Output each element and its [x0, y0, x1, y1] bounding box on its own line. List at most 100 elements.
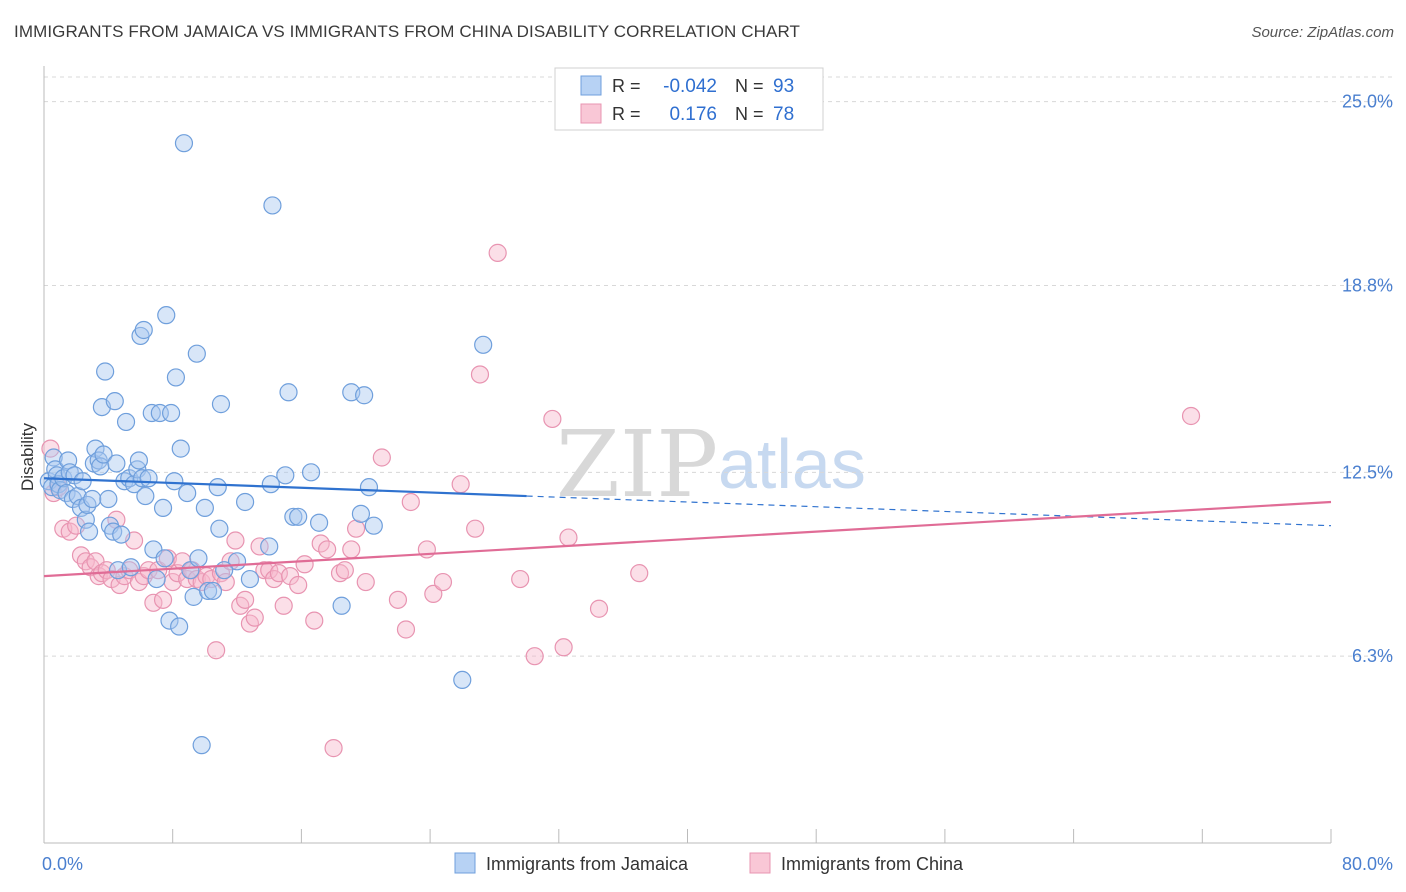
jamaica-point — [134, 320, 153, 340]
jamaica-point — [116, 412, 136, 432]
china-swatch — [580, 103, 602, 124]
china-point — [559, 528, 578, 547]
jamaica-point — [364, 516, 383, 535]
y-axis-title: Disability — [18, 422, 37, 491]
jamaica-point — [359, 478, 379, 497]
china-point — [240, 614, 260, 633]
china-point — [211, 564, 231, 583]
china-point — [396, 620, 416, 639]
jamaica-point — [165, 472, 184, 491]
jamaica-point — [198, 581, 218, 601]
jamaica-trend-line — [43, 477, 527, 498]
y-tick-label: 25.0% — [1342, 92, 1393, 112]
jamaica-point — [105, 392, 124, 411]
jamaica-trend-extension — [526, 495, 1332, 527]
china-point — [372, 448, 391, 467]
jamaica-point — [355, 386, 374, 405]
axes: 0.0% 80.0% — [42, 66, 1393, 874]
y-tick-label: 18.8% — [1342, 276, 1393, 296]
china-point — [388, 590, 408, 609]
china-point — [1181, 406, 1201, 426]
china-point — [466, 519, 485, 538]
china-point — [129, 572, 149, 592]
watermark: ZIP atlas — [556, 411, 866, 518]
jamaica-point — [474, 335, 493, 354]
china-point — [470, 365, 490, 384]
jamaica-point — [263, 196, 282, 215]
stats-legend: R = -0.042 N = 93 R = 0.176 N = 78 — [554, 67, 824, 131]
source-credit: Source: ZipAtlas.com — [1251, 24, 1394, 41]
jamaica-point — [99, 489, 118, 509]
jamaica-point — [284, 507, 303, 526]
jamaica-point — [279, 383, 298, 402]
china-point — [511, 569, 530, 589]
y-tick-label: 12.5% — [1342, 462, 1393, 482]
jamaica-point — [160, 611, 179, 630]
y-tick-label: 6.3% — [1352, 646, 1393, 666]
jamaica-point — [60, 463, 79, 482]
jamaica-point — [76, 510, 95, 529]
legend-jamaica-label: Immigrants from Jamaica — [486, 854, 689, 874]
china-point — [295, 555, 314, 574]
china-point — [226, 531, 245, 550]
jamaica-point — [208, 478, 227, 497]
jamaica-point — [94, 445, 113, 464]
series-legend: Immigrants from Jamaica Immigrants from … — [454, 852, 964, 874]
china-n-value: 78 — [773, 104, 794, 125]
jamaica-point — [332, 596, 351, 615]
china-point — [589, 599, 609, 618]
jamaica-n-value: 93 — [773, 76, 794, 97]
chart-title: IMMIGRANTS FROM JAMAICA VS IMMIGRANTS FR… — [14, 22, 800, 41]
jamaica-point — [96, 362, 115, 381]
jamaica-point — [192, 736, 211, 755]
jamaica-point — [235, 492, 255, 512]
china-point — [335, 561, 354, 580]
jamaica-point — [121, 558, 140, 577]
x-tick-label-max: 80.0% — [1342, 854, 1393, 874]
china-trend-line — [43, 500, 1332, 578]
watermark-atlas: atlas — [718, 425, 866, 503]
x-tick-label-min: 0.0% — [42, 854, 83, 874]
china-point — [424, 584, 443, 604]
jamaica-point — [73, 472, 92, 491]
jamaica-point — [210, 519, 229, 538]
jamaica-point — [166, 368, 186, 387]
jamaica-point — [79, 522, 99, 541]
china-point — [330, 564, 350, 583]
china-n-label: N = — [735, 104, 764, 124]
jamaica-point — [107, 454, 126, 473]
china-point — [342, 540, 361, 559]
jamaica-point — [139, 469, 158, 488]
china-point — [250, 537, 269, 556]
jamaica-point — [78, 495, 97, 515]
jamaica-point — [211, 395, 231, 414]
china-point — [401, 492, 420, 512]
jamaica-n-label: N = — [735, 76, 764, 96]
china-point — [269, 564, 288, 583]
trend-lines — [43, 477, 1332, 578]
jamaica-point — [170, 617, 189, 636]
china-point — [207, 641, 226, 660]
china-point — [543, 409, 562, 429]
jamaica-point — [161, 403, 181, 423]
china-point — [153, 590, 173, 609]
china-point — [274, 596, 293, 615]
jamaica-point — [261, 475, 280, 494]
jamaica-point — [189, 549, 208, 568]
china-point — [305, 611, 324, 630]
china-point — [554, 638, 573, 657]
china-point — [289, 575, 308, 595]
china-point — [630, 564, 649, 583]
jamaica-point — [195, 498, 214, 518]
jamaica-point — [157, 306, 176, 325]
jamaica-point — [276, 466, 295, 485]
china-r-value: 0.176 — [669, 104, 717, 125]
jamaica-point — [453, 670, 472, 690]
jamaica-point — [240, 569, 260, 589]
china-point — [488, 243, 507, 262]
legend-china-swatch — [749, 852, 771, 874]
legend-china-label: Immigrants from China — [781, 854, 964, 874]
jamaica-points — [39, 134, 493, 755]
jamaica-point — [174, 134, 194, 153]
china-point — [110, 575, 129, 595]
